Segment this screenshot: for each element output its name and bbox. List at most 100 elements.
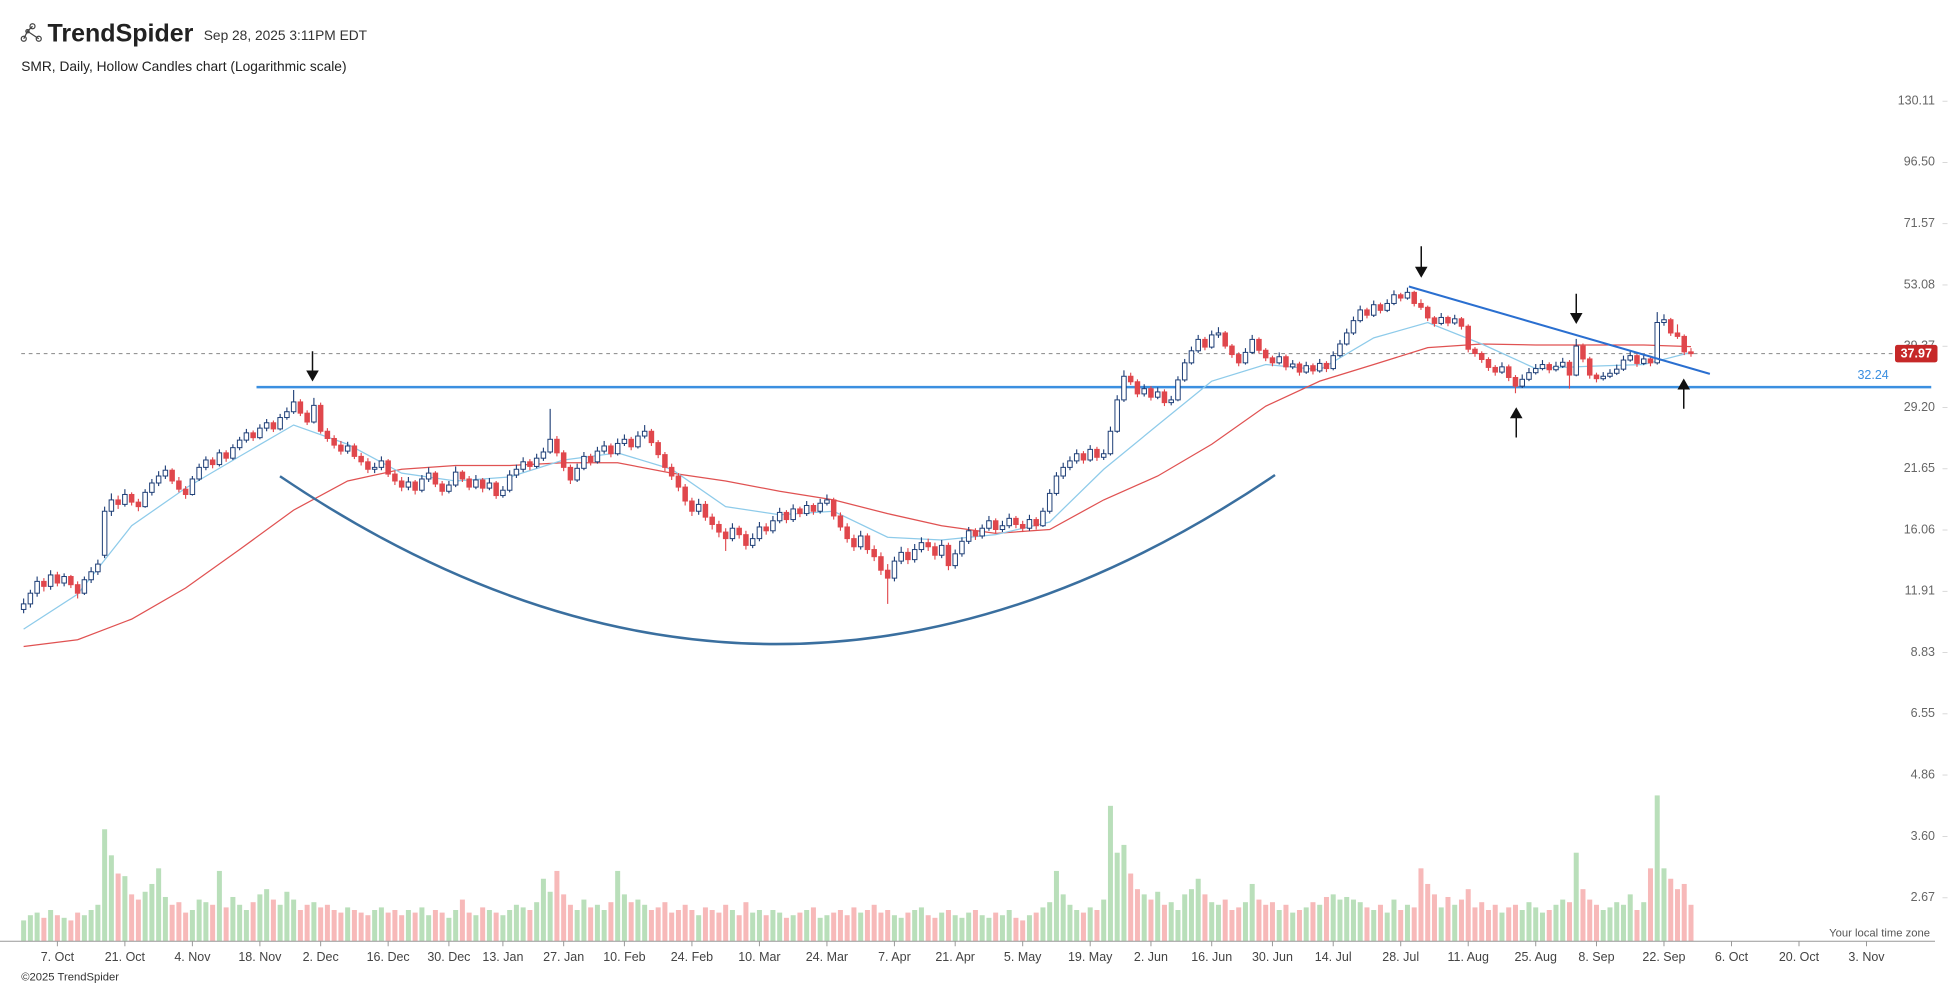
volume-bar [642, 904, 648, 942]
volume-bar [1492, 904, 1498, 942]
volume-bar [1290, 912, 1296, 942]
volume-bar [426, 915, 432, 942]
candle-body [95, 563, 101, 573]
volume-bar [412, 912, 418, 942]
candle-body [992, 520, 999, 531]
volume-bar [1566, 902, 1572, 942]
candle-body [641, 430, 648, 437]
volume-bar [1080, 912, 1086, 942]
candle-body [1053, 475, 1060, 494]
candle-body [500, 489, 506, 497]
volume-bar [527, 910, 533, 942]
candle-body [290, 401, 297, 413]
volume-bar [54, 915, 60, 942]
x-tick-label: 2. Dec [303, 950, 339, 964]
candle-body [378, 460, 385, 468]
volume-bar [270, 899, 276, 942]
volume-bar [284, 891, 290, 942]
volume-bar [291, 899, 297, 942]
candle-body [230, 447, 236, 459]
volume-bar [1539, 912, 1545, 942]
volume-bar [615, 870, 621, 942]
volume-bar [959, 917, 965, 942]
x-tick-label: 24. Feb [671, 950, 713, 964]
candle-body [695, 503, 702, 512]
candle-body [1283, 356, 1289, 368]
volume-bar [1668, 878, 1674, 942]
candle-body [1323, 362, 1330, 370]
volume-bar [351, 910, 357, 942]
candle-body [385, 460, 391, 475]
volume-bar [41, 917, 47, 942]
candle-body [263, 422, 270, 429]
candle-body [1033, 519, 1039, 527]
candle-body [1073, 453, 1080, 462]
candle-body [1296, 363, 1303, 373]
volume-bar [885, 910, 891, 942]
candle-body [1600, 375, 1606, 380]
x-tick-label: 21. Oct [105, 950, 146, 964]
cup-arc [279, 473, 1276, 646]
candle-body [34, 580, 40, 594]
candle-body [851, 538, 857, 548]
volume-bar [1458, 899, 1464, 942]
volume-bar [513, 904, 519, 942]
candle-body [709, 516, 715, 525]
candle-body [979, 527, 985, 537]
x-tick-label: 27. Jan [543, 950, 584, 964]
candle-body [918, 542, 925, 551]
candle-body [1532, 368, 1539, 374]
volume-bar [1269, 902, 1275, 942]
x-tick-label: 16. Dec [367, 950, 410, 964]
volume-bar [750, 912, 756, 942]
volume-bar [1620, 904, 1626, 942]
volume-bar [81, 915, 87, 942]
candle-body [905, 551, 911, 561]
candle-body [1215, 332, 1222, 336]
y-tick-label: 21.65 [1904, 461, 1935, 475]
candle-body [621, 438, 628, 444]
candle-body [358, 455, 364, 463]
candle-body [824, 499, 830, 504]
x-tick-label: 8. Sep [1578, 950, 1614, 964]
candle-body [1667, 319, 1674, 334]
candle-body [560, 452, 567, 468]
candle-body [1006, 517, 1012, 527]
volume-bar [507, 910, 513, 942]
volume-bar [567, 904, 573, 942]
candle-body [459, 471, 466, 480]
candle-body [1559, 361, 1566, 367]
volume-bar [1411, 907, 1417, 942]
volume-bar [756, 910, 762, 942]
candle-body [1451, 318, 1458, 324]
volume-bar [1236, 907, 1242, 942]
volume-bar [831, 912, 837, 942]
volume-bar [1580, 889, 1586, 942]
candle-body [1276, 356, 1282, 364]
candle-body [1411, 291, 1417, 304]
candle-body [567, 466, 574, 481]
arrows [306, 246, 1691, 438]
volume-bar [1418, 868, 1424, 942]
volume-bar [858, 912, 864, 942]
volume-bar [1404, 904, 1410, 942]
volume-bar [1317, 904, 1323, 942]
volume-bar [129, 894, 135, 942]
brand: TrendSpider [48, 20, 194, 48]
candle-body [574, 467, 580, 481]
candle-body [1364, 309, 1370, 316]
volume-bar [1182, 894, 1188, 942]
candle-body [1114, 399, 1120, 432]
volume-bar [1033, 912, 1039, 942]
candle-body [1627, 355, 1633, 361]
candle-body [533, 457, 540, 467]
x-tick-label: 24. Mar [806, 950, 848, 964]
x-tick-label: 7. Oct [41, 950, 75, 964]
candle-body [1208, 334, 1215, 348]
volume-bar [1593, 904, 1599, 942]
candle-body [88, 571, 94, 581]
volume-bar [1600, 910, 1606, 942]
candle-body [999, 525, 1006, 531]
candle-body [1397, 294, 1404, 299]
